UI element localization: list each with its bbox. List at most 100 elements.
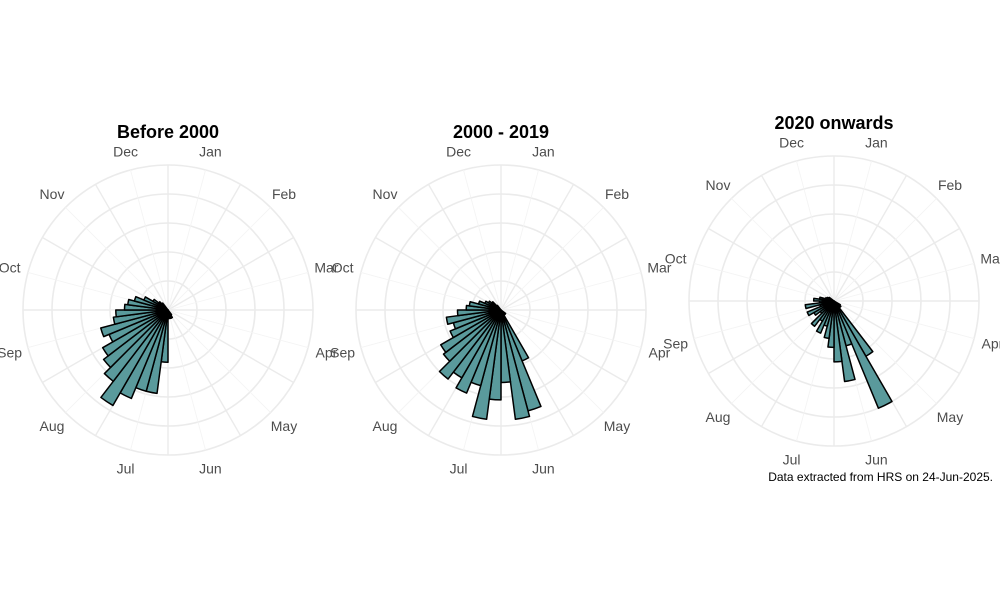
month-label: Feb — [605, 186, 629, 202]
grid-spoke — [500, 272, 642, 311]
month-label: Dec — [113, 144, 138, 160]
month-label: Mar — [647, 260, 671, 276]
bar — [456, 309, 502, 317]
bar — [112, 309, 169, 326]
bar — [115, 309, 169, 318]
bar — [806, 300, 835, 317]
month-label: Jun — [865, 451, 888, 467]
caption: Data extracted from HRS on 24-Jun-2025. — [768, 470, 993, 484]
grid-spoke — [693, 263, 835, 302]
polar-chart-2: 2000 - 2019 Jan Feb Mar Apr May Jun Jul Aug Sep Oc… — [330, 122, 672, 476]
month-label: Feb — [272, 186, 296, 202]
grid-spoke — [167, 309, 206, 451]
month-label: Aug — [706, 409, 731, 425]
grid-spoke — [500, 207, 604, 311]
bar — [102, 309, 169, 369]
grid-spoke — [500, 309, 604, 413]
bar — [442, 309, 502, 363]
bar — [100, 309, 169, 338]
bar — [439, 309, 502, 354]
bar — [103, 309, 169, 383]
polar-chart-1: Before 2000 Jan Feb Mar Apr May Jun Jul Aug Sep Oc… — [0, 122, 339, 476]
grid-spoke — [167, 272, 309, 311]
grid-spoke — [167, 309, 242, 436]
month-label: Jul — [450, 460, 468, 476]
month-label: Sep — [0, 344, 22, 360]
polar-chart-3: 2020 onwards Jan Feb Mar Apr May Jun Jul Aug Sep O… — [663, 113, 1000, 467]
bar — [161, 302, 169, 311]
bar — [438, 309, 502, 380]
bar — [101, 309, 169, 357]
grid-spoke — [167, 236, 294, 311]
month-label: Nov — [40, 186, 65, 202]
grid-spoke — [833, 263, 975, 302]
month-label: Oct — [332, 260, 354, 276]
chart-title: Before 2000 — [117, 122, 219, 142]
month-label: Jan — [865, 135, 888, 151]
grid-spoke — [833, 227, 960, 302]
bar — [449, 309, 502, 339]
month-label: Apr — [982, 335, 1000, 351]
chart-title: 2020 onwards — [774, 113, 893, 133]
bar — [100, 309, 169, 407]
bar — [833, 300, 856, 383]
month-label: Oct — [665, 251, 687, 267]
grid-spoke — [427, 184, 502, 311]
grid-spoke — [500, 184, 575, 311]
month-label: Nov — [706, 177, 731, 193]
month-label: May — [271, 418, 297, 434]
month-label: Apr — [649, 344, 671, 360]
month-label: Jun — [199, 460, 222, 476]
grid-spoke — [833, 300, 960, 375]
grid-spoke — [94, 184, 169, 311]
grid-spoke — [463, 169, 502, 311]
bar — [833, 300, 843, 363]
grid-spoke — [398, 207, 502, 311]
month-label: Sep — [663, 335, 688, 351]
month-label: May — [937, 409, 963, 425]
grid-spoke — [167, 309, 309, 348]
bar — [445, 309, 502, 326]
month-label: Mar — [314, 260, 338, 276]
grid-spoke — [167, 207, 271, 311]
bar — [500, 309, 531, 421]
month-label: Jan — [532, 144, 555, 160]
grid-spoke — [833, 300, 975, 339]
month-label: Aug — [40, 418, 65, 434]
month-label: Aug — [373, 418, 398, 434]
grid-spoke — [833, 198, 937, 302]
month-label: Nov — [373, 186, 398, 202]
grid-spoke — [167, 169, 206, 311]
month-label: May — [604, 418, 630, 434]
grid-spoke — [760, 175, 835, 302]
grid-spoke — [731, 198, 835, 302]
bar — [833, 300, 893, 409]
chart-title: 2000 - 2019 — [453, 122, 549, 142]
month-label: Oct — [0, 260, 21, 276]
grid-spoke — [167, 309, 294, 384]
grid-spoke — [833, 160, 872, 302]
grid-spoke — [130, 169, 169, 311]
month-label: Jul — [783, 451, 801, 467]
bar — [828, 296, 835, 302]
grid-spoke — [833, 300, 937, 404]
bar — [804, 300, 835, 310]
grid-spoke — [500, 169, 539, 311]
month-label: Jan — [199, 144, 222, 160]
month-label: Dec — [779, 135, 804, 151]
grid-spoke — [500, 309, 627, 384]
grid-spoke — [375, 236, 502, 311]
grid-spoke — [65, 207, 169, 311]
grid-spoke — [500, 309, 642, 348]
grid-spoke — [167, 309, 271, 413]
month-label: Sep — [330, 344, 355, 360]
bar — [496, 304, 502, 311]
month-label: Jul — [117, 460, 135, 476]
grid-spoke — [833, 175, 908, 302]
month-label: Dec — [446, 144, 471, 160]
grid-spoke — [796, 160, 835, 302]
month-label: Jun — [532, 460, 555, 476]
grid-spoke — [167, 184, 242, 311]
month-label: Apr — [316, 344, 338, 360]
